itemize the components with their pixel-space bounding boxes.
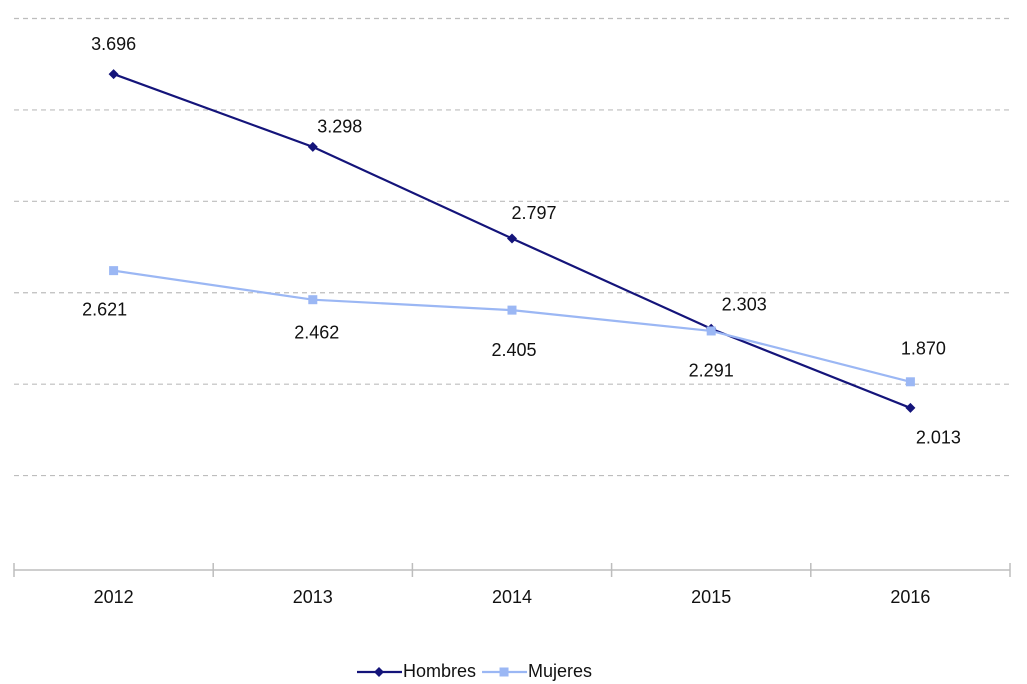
x-tick-label: 2014 — [492, 587, 532, 607]
legend-label: Hombres — [403, 661, 476, 681]
marker — [706, 326, 716, 336]
marker — [905, 402, 916, 413]
data-label: 3.298 — [317, 117, 362, 137]
x-tick-label: 2013 — [293, 587, 333, 607]
data-label: 2.303 — [722, 295, 767, 315]
data-label: 2.621 — [82, 299, 127, 319]
marker — [307, 141, 318, 152]
x-tick-label: 2012 — [94, 587, 134, 607]
data-label: 2.462 — [294, 322, 339, 342]
data-label: 2.405 — [491, 340, 536, 360]
x-tick-label: 2016 — [890, 587, 930, 607]
line — [113, 269, 911, 383]
legend-marker — [374, 667, 384, 677]
data-label: 1.870 — [901, 339, 946, 359]
legend-label: Mujeres — [528, 661, 592, 681]
x-tick-label: 2015 — [691, 587, 731, 607]
data-label: 3.696 — [91, 34, 136, 54]
marker — [905, 377, 915, 387]
marker — [507, 233, 517, 244]
marker — [109, 266, 119, 276]
marker — [507, 305, 517, 315]
data-label: 2.291 — [689, 361, 734, 381]
data-label: 2.013 — [916, 428, 961, 448]
marker — [308, 295, 318, 305]
legend-marker — [499, 667, 509, 677]
data-label: 2.797 — [511, 203, 556, 223]
marker — [108, 69, 119, 80]
